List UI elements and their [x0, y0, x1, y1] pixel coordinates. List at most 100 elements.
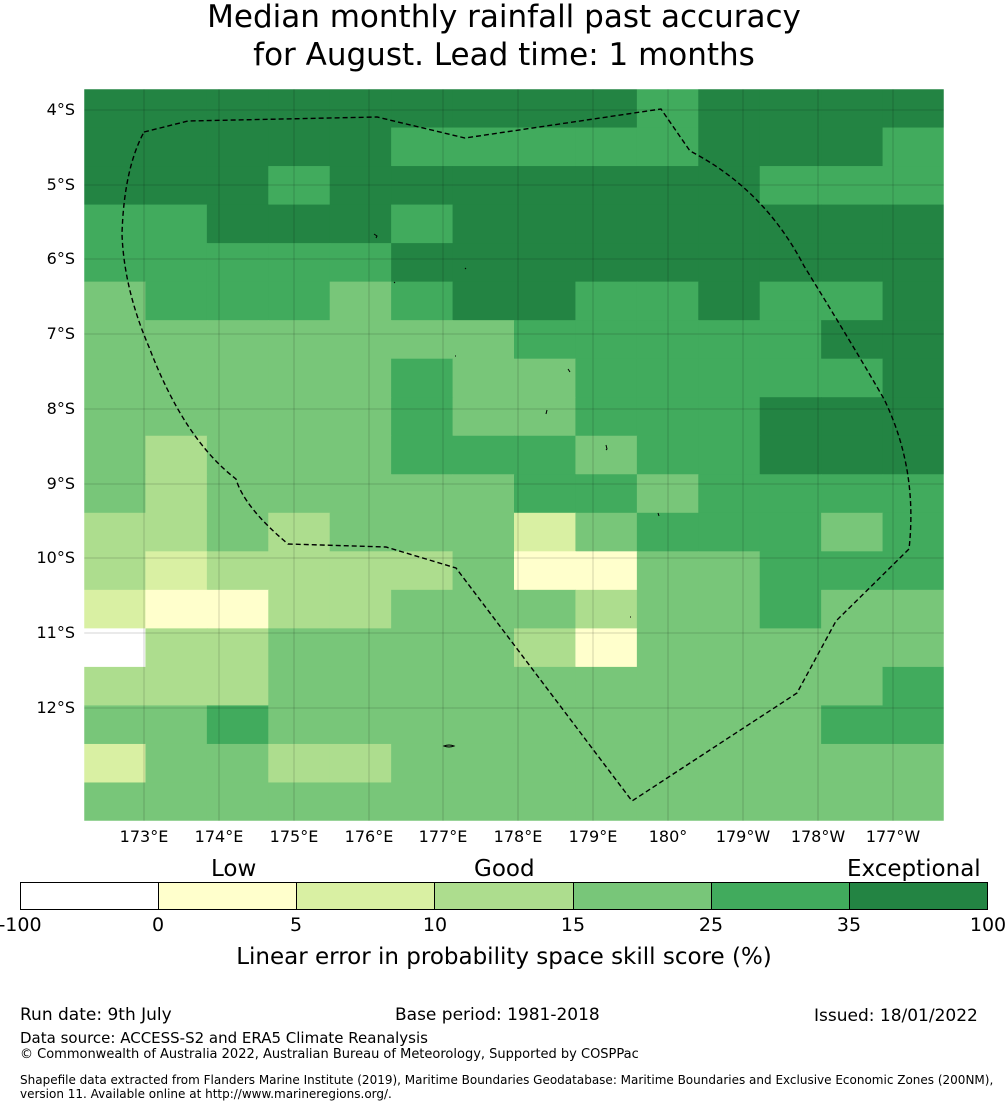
skill-cell	[759, 551, 822, 591]
skill-cell	[821, 512, 884, 552]
colorbar-tick: 0	[151, 914, 165, 936]
skill-cell	[268, 705, 331, 745]
skill-cell	[821, 281, 884, 321]
longitude-label: 175°E	[269, 827, 319, 846]
island-outline	[393, 281, 396, 284]
skill-cell	[145, 127, 208, 167]
skill-cell	[698, 743, 761, 784]
skill-cell	[391, 127, 454, 167]
longitude-label: 177°W	[865, 827, 921, 846]
skill-cell	[514, 320, 577, 360]
skill-cell	[698, 281, 761, 321]
longitude-label: 179°W	[715, 827, 771, 846]
map-graticule	[84, 89, 944, 821]
skill-cell	[268, 397, 331, 437]
shapefile-credit-line-1: Shapefile data extracted from Flanders M…	[20, 1073, 994, 1087]
category-label-good: Good	[474, 856, 535, 882]
latitude-label: 7°S	[46, 324, 75, 343]
skill-cell	[145, 281, 208, 321]
skill-cell	[391, 551, 454, 591]
skill-cell	[391, 89, 454, 129]
skill-cell	[329, 127, 392, 167]
skill-cell	[329, 782, 392, 821]
skill-cell	[329, 628, 392, 668]
skill-cell	[206, 474, 269, 514]
colorbar-tick: 15	[560, 914, 586, 936]
skill-cell	[84, 243, 147, 283]
skill-cell	[514, 435, 577, 475]
map-title-line-1: Median monthly rainfall past accuracy	[207, 0, 801, 35]
skill-cell	[391, 512, 454, 552]
skill-cell	[698, 320, 761, 360]
colorbar-bin	[435, 883, 574, 909]
skill-cell	[759, 666, 822, 707]
skill-cell	[759, 127, 822, 167]
skill-cell	[882, 320, 944, 360]
skill-cell	[698, 628, 761, 668]
colorbar-label: Linear error in probability space skill …	[236, 944, 772, 970]
skill-cell	[329, 474, 392, 514]
skill-cell	[84, 358, 147, 398]
skill-cell	[882, 705, 944, 745]
skill-cell	[84, 397, 147, 437]
skill-cell	[575, 743, 638, 784]
skill-cell	[882, 782, 944, 821]
skill-cell	[698, 89, 761, 129]
skill-cell	[84, 666, 147, 707]
skill-cell	[575, 397, 638, 437]
skill-cell	[759, 89, 822, 129]
colorbar-bin	[297, 883, 436, 909]
skill-cell	[698, 705, 761, 745]
skill-cell	[821, 782, 884, 821]
skill-cell	[268, 512, 331, 552]
eez-boundary	[121, 108, 912, 802]
skill-cell	[268, 89, 331, 129]
skill-cell	[84, 589, 147, 629]
longitude-label: 173°E	[119, 827, 169, 846]
skill-cell	[821, 628, 884, 668]
skill-cell	[145, 782, 208, 821]
latitude-label: 8°S	[46, 399, 75, 418]
skill-cell	[882, 512, 944, 552]
skill-cell	[514, 204, 577, 244]
skill-cell	[882, 397, 944, 437]
skill-cell	[636, 512, 699, 552]
colorbar-bin	[573, 883, 712, 909]
skill-cell	[575, 358, 638, 398]
skill-cell	[391, 320, 454, 360]
skill-cell	[821, 474, 884, 514]
longitude-label: 179°E	[568, 827, 618, 846]
skill-cell	[206, 705, 269, 745]
island-outline	[567, 368, 571, 373]
skill-cell	[636, 628, 699, 668]
skill-cell	[514, 166, 577, 206]
skill-cell	[452, 281, 515, 321]
skill-cell	[452, 127, 515, 167]
skill-cell	[206, 281, 269, 321]
latitude-label: 11°S	[36, 623, 75, 642]
skill-cell	[698, 474, 761, 514]
skill-cell	[145, 320, 208, 360]
skill-cell	[882, 551, 944, 591]
skill-cell	[84, 551, 147, 591]
latitude-label: 12°S	[36, 698, 75, 717]
skill-cell	[206, 320, 269, 360]
skill-cell	[575, 166, 638, 206]
skill-cell	[575, 666, 638, 707]
skill-cell	[145, 666, 208, 707]
skill-cell	[759, 782, 822, 821]
skill-cell	[575, 512, 638, 552]
island-outline	[657, 512, 660, 517]
skill-cell	[821, 705, 884, 745]
colorbar-tick: 5	[289, 914, 303, 936]
skill-cell	[84, 204, 147, 244]
skill-cell	[514, 127, 577, 167]
skill-cell	[575, 474, 638, 514]
skill-cell	[882, 89, 944, 129]
skill-cell	[84, 166, 147, 206]
skill-cell	[821, 435, 884, 475]
skill-cell	[329, 589, 392, 629]
skill-cell	[452, 89, 515, 129]
skill-cell	[145, 512, 208, 552]
skill-cell	[268, 666, 331, 707]
